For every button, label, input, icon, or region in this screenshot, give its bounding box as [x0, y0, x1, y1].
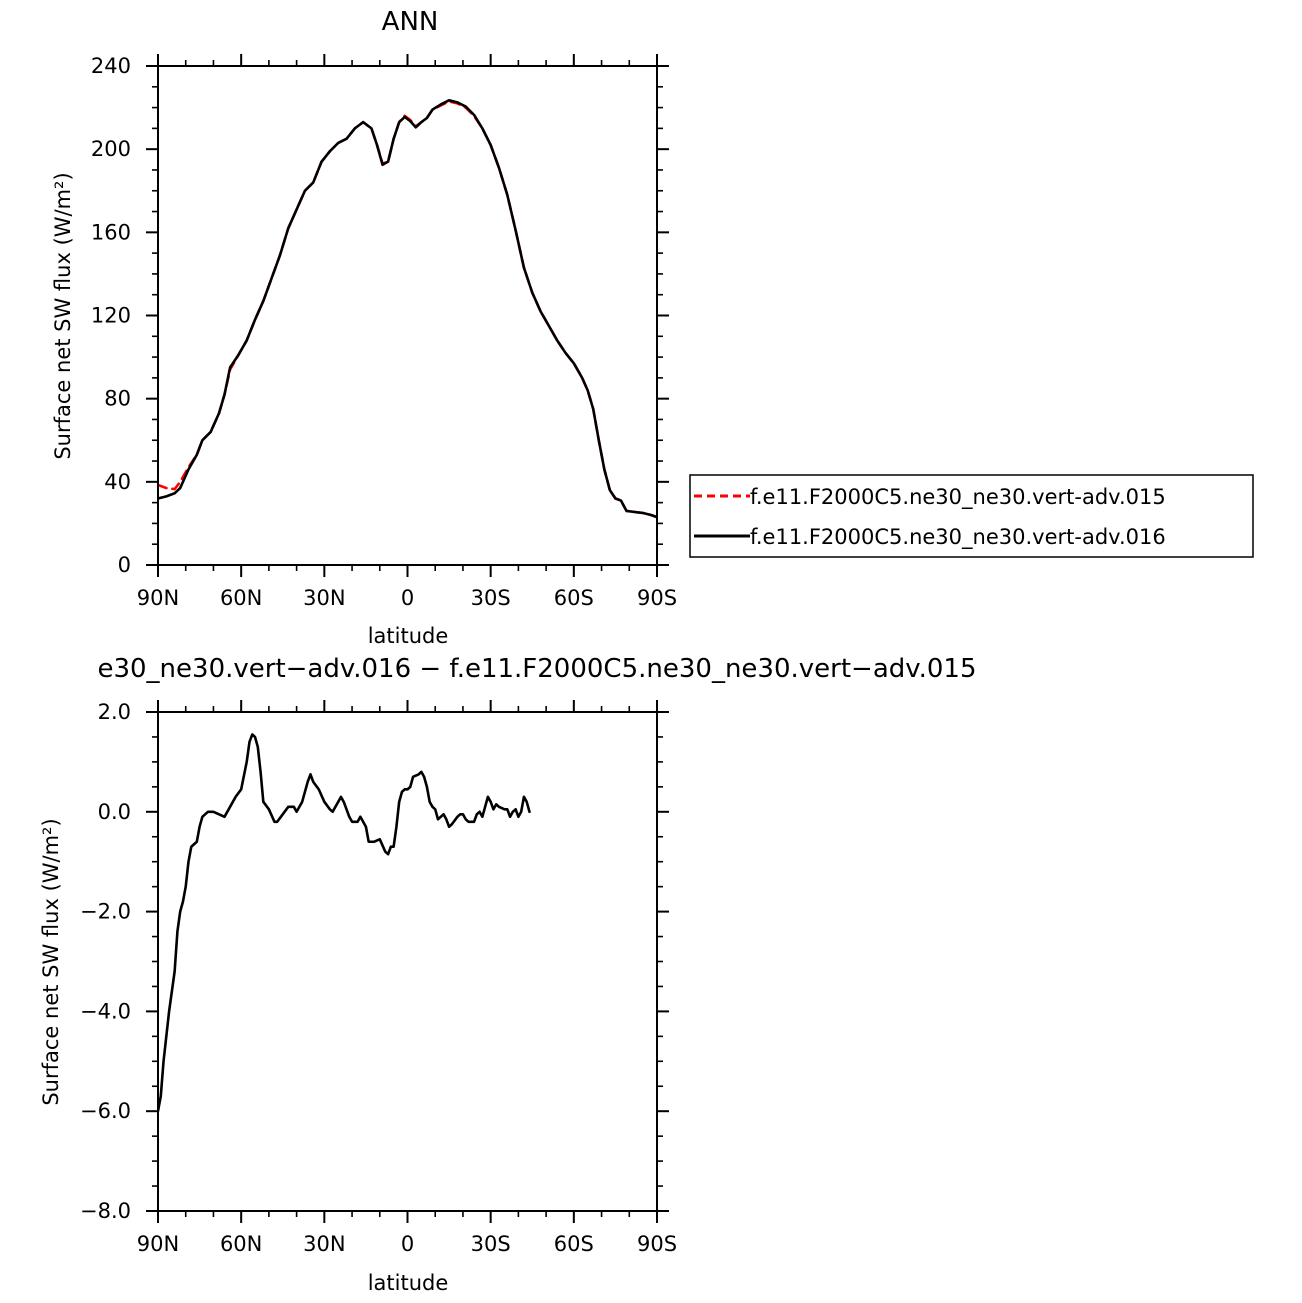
- plot-frame: [157, 65, 658, 566]
- bottom-y-axis-title: Surface net SW flux (W/m²): [39, 818, 63, 1105]
- y-tick-label: 80: [104, 387, 131, 411]
- legend-label-015: f.e11.F2000C5.ne30_ne30.vert-adv.015: [750, 485, 1166, 510]
- plot-frame: [157, 711, 658, 1212]
- y-tick-label: 2.0: [98, 700, 131, 724]
- y-tick-label: 200: [91, 137, 131, 161]
- top-plot-area: 90N 60N 30N 0 30S 60S 90S 0 40 80 120 160 200 240: [91, 54, 677, 610]
- x-tick-label: 90N: [137, 586, 179, 610]
- x-tick-label: 90S: [637, 1232, 677, 1256]
- y-tick-label: 160: [91, 220, 131, 244]
- top-chart-title: ANN: [382, 7, 439, 37]
- x-tick-label: 90S: [637, 586, 677, 610]
- x-tick-label: 60N: [220, 1232, 262, 1256]
- top-panel: ANN 90N 60N 30N 0 30S 60S 90S 0 40 80 120 160 200 240…: [51, 7, 677, 648]
- x-tick-label: 0: [401, 586, 414, 610]
- x-tick-label: 90N: [137, 1232, 179, 1256]
- legend-box: [689, 474, 1254, 558]
- y-tick-label: −6.0: [80, 1099, 131, 1123]
- series-line-0-0: [158, 100, 657, 519]
- series-line-0-1: [158, 99, 657, 519]
- y-tick-label: 40: [104, 470, 131, 494]
- y-tick-label: −8.0: [80, 1199, 131, 1223]
- bottom-chart-title: e30_ne30.vert−adv.016 − f.e11.F2000C5.ne…: [97, 654, 976, 684]
- legend-label-016: f.e11.F2000C5.ne30_ne30.vert-adv.016: [750, 525, 1166, 550]
- bottom-x-axis-title: latitude: [368, 1271, 449, 1295]
- y-tick-label: −4.0: [80, 999, 131, 1023]
- legend: f.e11.F2000C5.ne30_ne30.vert-adv.015 f.e…: [689, 474, 1254, 558]
- x-tick-label: 60S: [554, 1232, 594, 1256]
- x-tick-label: 30S: [471, 1232, 511, 1256]
- top-x-axis-title: latitude: [368, 624, 449, 648]
- x-tick-label: 30S: [471, 586, 511, 610]
- series-line-1-0: [158, 733, 531, 1113]
- y-tick-label: −2.0: [80, 900, 131, 924]
- y-tick-label: 240: [91, 54, 131, 78]
- x-tick-label: 60N: [220, 586, 262, 610]
- x-tick-label: 60S: [554, 586, 594, 610]
- x-tick-label: 30N: [303, 1232, 345, 1256]
- bottom-plot-area: 90N 60N 30N 0 30S 60S 90S −8.0 −6.0 −4.0 −2.0 0.0 2.…: [80, 700, 677, 1256]
- y-tick-label: 120: [91, 304, 131, 328]
- x-tick-label: 0: [401, 1232, 414, 1256]
- y-tick-label: 0.0: [98, 800, 131, 824]
- x-tick-label: 30N: [303, 586, 345, 610]
- top-y-axis-title: Surface net SW flux (W/m²): [51, 172, 75, 459]
- y-tick-label: 0: [118, 553, 131, 577]
- bottom-panel: e30_ne30.vert−adv.016 − f.e11.F2000C5.ne…: [39, 654, 977, 1295]
